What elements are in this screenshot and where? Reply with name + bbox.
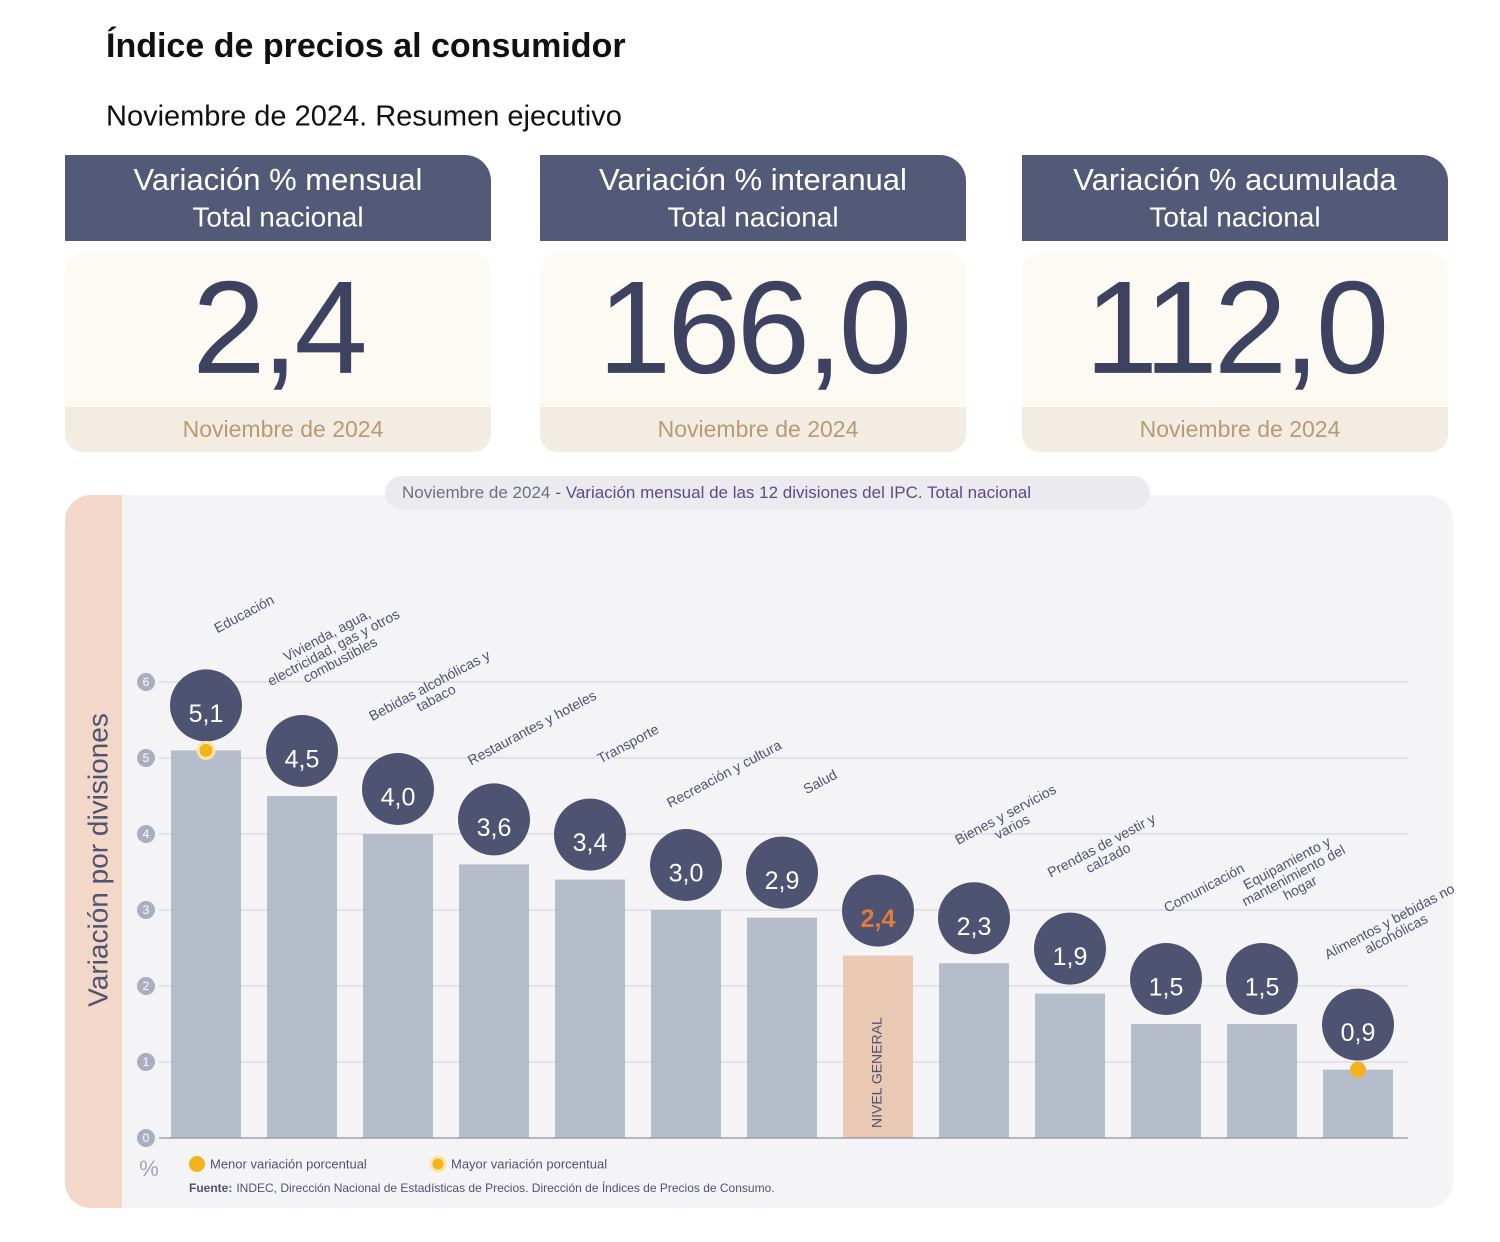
legend-label: Menor variación porcentual — [210, 1156, 367, 1171]
card-body — [1022, 253, 1448, 452]
y-tick-label: 6 — [143, 675, 150, 689]
legend-symbol — [429, 1155, 447, 1173]
card-date: Noviembre de 2024 — [658, 416, 859, 442]
card-body — [540, 253, 966, 452]
bar — [555, 879, 625, 1138]
card-value: 112,0 — [1085, 254, 1386, 401]
card-footer — [65, 407, 491, 452]
value-label: 3,4 — [573, 829, 608, 857]
y-tick-label: 5 — [143, 751, 150, 765]
y-axis-label: Variación por divisiones — [82, 713, 113, 1007]
category-label-inside: NIVEL GENERAL — [869, 1017, 885, 1128]
value-label: 2,3 — [957, 913, 992, 941]
value-label: 0,9 — [1341, 1019, 1376, 1047]
y-tick-bubble — [137, 825, 155, 843]
bar — [1323, 1069, 1393, 1138]
card-subtitle: Total nacional — [192, 201, 363, 232]
page-title: Índice de precios al consumidor — [106, 27, 626, 65]
y-tick-label: 1 — [143, 1055, 150, 1069]
value-label: 5,1 — [189, 700, 224, 728]
value-badge — [362, 753, 434, 825]
bar — [1131, 1024, 1201, 1138]
chart-title-pill — [385, 476, 1150, 510]
y-tick-label: 3 — [143, 903, 150, 917]
chart-date: Noviembre de 2024 — [402, 483, 550, 502]
y-tick-bubble — [137, 673, 155, 691]
card-value: 2,4 — [192, 254, 364, 401]
max-marker — [196, 740, 216, 760]
y-tick-bubble — [137, 977, 155, 995]
chart-title-text: - Variación mensual de las 12 divisiones… — [555, 483, 1031, 502]
y-tick-bubble — [137, 749, 155, 767]
bar — [459, 864, 529, 1138]
bar — [843, 955, 913, 1138]
card-header — [540, 155, 966, 241]
value-label: 4,5 — [285, 746, 320, 774]
chart-title: Noviembre de 2024 - Variación mensual de … — [402, 483, 1031, 502]
y-tick-label: 4 — [143, 827, 150, 841]
card-title: Variación % mensual — [134, 162, 423, 197]
value-badge — [842, 874, 914, 947]
page-subtitle: Noviembre de 2024. Resumen ejecutivo — [106, 101, 622, 133]
card-title: Variación % acumulada — [1073, 162, 1397, 197]
bar — [1227, 1024, 1297, 1138]
value-label: 1,5 — [1149, 974, 1184, 1002]
y-tick-bubble — [137, 1053, 155, 1071]
card-subtitle: Total nacional — [667, 201, 838, 232]
card-header — [1022, 155, 1448, 241]
y-tick-label: 2 — [143, 979, 150, 993]
source-label: Fuente: — [189, 1181, 232, 1195]
value-label: 2,4 — [861, 905, 896, 933]
value-badge — [650, 829, 722, 901]
value-label: 1,9 — [1053, 943, 1088, 971]
value-badge — [458, 783, 530, 856]
value-badge — [1130, 943, 1202, 1015]
value-label: 3,6 — [477, 814, 512, 842]
y-tick-bubble — [137, 1129, 155, 1147]
value-badge — [1034, 912, 1106, 985]
card-date: Noviembre de 2024 — [183, 416, 384, 442]
card-footer — [1022, 407, 1448, 452]
bar — [171, 750, 241, 1138]
card-body — [65, 253, 491, 452]
value-label: 3,0 — [669, 860, 704, 888]
value-label: 4,0 — [381, 784, 416, 812]
value-badge — [170, 669, 242, 742]
value-badge — [938, 882, 1010, 955]
value-badge — [554, 798, 626, 871]
legend-label: Mayor variación porcentual — [451, 1156, 607, 1171]
bar — [1035, 993, 1105, 1138]
bar — [267, 796, 337, 1138]
value-label: 1,5 — [1245, 974, 1280, 1002]
value-label: 2,9 — [765, 867, 800, 895]
card-value: 166,0 — [598, 254, 908, 401]
bar — [939, 963, 1009, 1138]
source: Fuente: INDEC, Dirección Nacional de Esta… — [189, 1180, 775, 1195]
axis-strip — [65, 495, 122, 1208]
legend-symbol — [189, 1156, 205, 1172]
y-tick-bubble — [137, 901, 155, 919]
bar — [651, 910, 721, 1138]
y-tick-label: 0 — [143, 1131, 150, 1145]
value-badge — [746, 836, 818, 909]
y-unit: % — [139, 1156, 159, 1181]
value-badge — [266, 715, 338, 787]
bar — [747, 917, 817, 1138]
source-text: INDEC, Dirección Nacional de Estadística… — [236, 1180, 774, 1195]
card-date: Noviembre de 2024 — [1140, 416, 1341, 442]
value-badge — [1322, 988, 1394, 1061]
card-title: Variación % interanual — [599, 162, 907, 197]
bar — [363, 834, 433, 1138]
card-footer — [540, 407, 966, 452]
value-badge — [1226, 943, 1298, 1015]
card-subtitle: Total nacional — [1149, 201, 1320, 232]
min-marker — [1350, 1061, 1366, 1078]
card-header — [65, 155, 491, 241]
